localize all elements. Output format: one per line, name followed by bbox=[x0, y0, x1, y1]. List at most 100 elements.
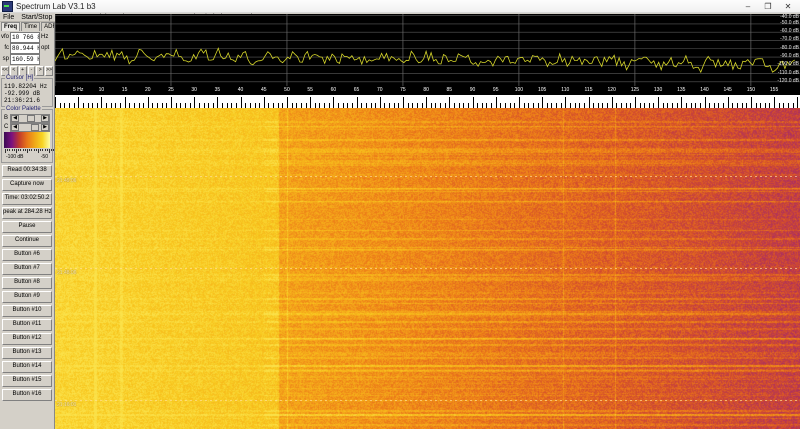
contrast-right-arrow-icon[interactable]: ▶ bbox=[41, 123, 49, 131]
vfo-frequency-field[interactable]: 10 766 880 bbox=[10, 31, 40, 43]
frequency-tick-label: 65 bbox=[353, 87, 360, 93]
pause-button[interactable]: Pause bbox=[2, 221, 52, 233]
button-6[interactable]: Button #6 bbox=[2, 249, 52, 261]
frequency-tick bbox=[351, 103, 353, 108]
brightness-thumb[interactable] bbox=[27, 114, 35, 122]
palette-gradient[interactable] bbox=[4, 132, 50, 148]
frequency-tick-label: 25 bbox=[168, 87, 174, 93]
frequency-tick bbox=[370, 103, 372, 108]
db-tick-label: -70.0 dB bbox=[780, 36, 799, 43]
frequency-tick bbox=[625, 103, 627, 108]
frequency-tick bbox=[110, 103, 112, 108]
button-15[interactable]: Button #15 bbox=[2, 375, 52, 387]
frequency-tick-label: 80 bbox=[423, 87, 429, 93]
contrast-track[interactable]: ◀ ▶ bbox=[10, 122, 50, 132]
frequency-tick bbox=[569, 103, 571, 108]
span-field[interactable]: 160.59 Hz bbox=[10, 53, 40, 65]
spectrum-graph[interactable]: -40.0 dB -50.0 dB -60.0 dB -70.0 dB -80.0 dB… bbox=[55, 14, 800, 86]
contrast-slider[interactable]: C ◀ ▶ bbox=[4, 122, 50, 132]
read-button[interactable]: Read 00:34:38 bbox=[2, 165, 52, 177]
spectrum-plot bbox=[55, 14, 800, 86]
frequency-tick bbox=[133, 103, 135, 108]
frequency-tick bbox=[523, 103, 525, 108]
peak-button[interactable]: peak at 284.28 Hz bbox=[2, 207, 52, 219]
tab-time[interactable]: Time bbox=[21, 22, 41, 31]
zoom-last-button[interactable]: >> bbox=[45, 66, 53, 76]
palette-tick bbox=[33, 149, 35, 151]
tab-adf[interactable]: ADF bbox=[41, 22, 54, 31]
frequency-tick bbox=[161, 103, 163, 108]
button-14[interactable]: Button #14 bbox=[2, 361, 52, 373]
frequency-tick bbox=[68, 103, 70, 108]
frequency-tick bbox=[597, 103, 599, 108]
button-7[interactable]: Button #7 bbox=[2, 263, 52, 275]
zoom-first-button[interactable]: << bbox=[1, 66, 9, 76]
frequency-tick bbox=[407, 103, 409, 108]
brightness-slider[interactable]: B ◀ ▶ bbox=[4, 113, 50, 123]
contrast-thumb[interactable] bbox=[31, 123, 39, 131]
frequency-tick bbox=[64, 103, 66, 108]
palette-tick bbox=[5, 149, 6, 153]
frequency-tick bbox=[565, 97, 567, 108]
frequency-tick bbox=[212, 103, 214, 108]
frequency-tick bbox=[621, 103, 622, 108]
frequency-tick bbox=[240, 97, 242, 108]
frequency-axis[interactable]: 5 Hz 10 15 20 25 30 35 40 45 50 55 60 65 70 75 80 85 90 95… bbox=[55, 86, 800, 108]
menu-file[interactable]: File bbox=[3, 13, 15, 21]
frequency-tick-label: 40 bbox=[237, 87, 244, 93]
frequency-tick-label: 75 bbox=[400, 87, 406, 93]
menu-start-stop[interactable]: Start/Stop bbox=[21, 13, 53, 21]
minimize-button[interactable]: – bbox=[745, 1, 751, 11]
frequency-tick bbox=[78, 97, 80, 108]
button-8[interactable]: Button #8 bbox=[2, 277, 52, 289]
tab-freq[interactable]: Freq bbox=[1, 22, 21, 31]
frequency-tick bbox=[263, 97, 265, 108]
brightness-right-arrow-icon[interactable]: ▶ bbox=[41, 114, 49, 122]
brightness-track[interactable]: ◀ ▶ bbox=[10, 113, 50, 123]
button-13[interactable]: Button #13 bbox=[2, 347, 52, 359]
frequency-tick bbox=[449, 97, 451, 108]
button-12[interactable]: Button #12 bbox=[2, 333, 52, 345]
frequency-tick bbox=[277, 103, 279, 108]
palette-max-label: -50 bbox=[40, 154, 48, 160]
span-row: sp 160.59 Hz bbox=[1, 53, 53, 65]
capture-now-button[interactable]: Capture now bbox=[2, 179, 52, 191]
fc-opt-button[interactable]: opt bbox=[41, 45, 50, 51]
vfo-frequency-row: vfo 10 766 880 Hz bbox=[1, 31, 53, 43]
frequency-tick bbox=[319, 103, 321, 108]
frequency-tick bbox=[746, 103, 748, 108]
frequency-tick bbox=[454, 103, 455, 108]
cursor-frequency-value: 119.82204 Hz bbox=[4, 83, 48, 90]
brightness-left-arrow-icon[interactable]: ◀ bbox=[11, 114, 19, 122]
close-button[interactable]: ✕ bbox=[784, 1, 792, 11]
frequency-tick-label: 135 bbox=[677, 87, 686, 93]
frequency-tick bbox=[755, 103, 757, 108]
frequency-tick-label: 60 bbox=[330, 87, 337, 93]
frequency-tick bbox=[203, 103, 205, 108]
button-9[interactable]: Button #9 bbox=[2, 291, 52, 303]
time-button[interactable]: Time: 03:02:50.2 bbox=[2, 193, 52, 205]
db-tick-label: -60.0 dB bbox=[780, 28, 799, 35]
frequency-tick bbox=[184, 103, 186, 108]
button-11[interactable]: Button #11 bbox=[2, 319, 52, 331]
zoom-next-button[interactable]: > bbox=[36, 66, 45, 76]
center-frequency-field[interactable]: 80.944 Hz bbox=[10, 42, 40, 54]
frequency-tick bbox=[750, 97, 752, 108]
waterfall-spectrogram[interactable]: 21:49:06 21:48:06 21:16:01 bbox=[55, 108, 800, 429]
continue-button[interactable]: Continue bbox=[2, 235, 52, 247]
contrast-left-arrow-icon[interactable]: ◀ bbox=[11, 123, 19, 131]
palette-tick bbox=[29, 149, 31, 151]
waterfall-time-label: 21:16:01 bbox=[57, 402, 77, 408]
frequency-tick bbox=[273, 103, 274, 108]
frequency-tick bbox=[579, 103, 581, 108]
frequency-tick bbox=[542, 97, 544, 108]
button-10[interactable]: Button #10 bbox=[2, 305, 52, 317]
maximize-button[interactable]: ❐ bbox=[764, 1, 772, 11]
frequency-tick bbox=[106, 103, 107, 108]
button-16[interactable]: Button #16 bbox=[2, 389, 52, 401]
frequency-tick bbox=[639, 103, 641, 108]
frequency-tick bbox=[583, 103, 585, 108]
frequency-tick-label: 45 bbox=[260, 87, 267, 93]
contrast-label: C bbox=[4, 124, 9, 130]
frequency-tick bbox=[644, 103, 646, 108]
